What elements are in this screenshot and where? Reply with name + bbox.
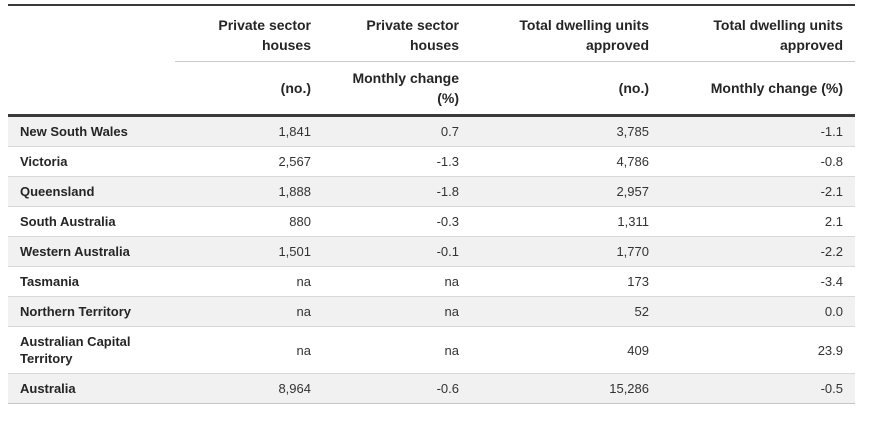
cell-value: -3.4 [820, 274, 843, 289]
table-row: Australia 8,964 -0.6 15,286 -0.5 [8, 373, 855, 404]
cell-value: 1,501 [278, 244, 311, 259]
cell-value: na [444, 304, 459, 319]
cell-value: -0.1 [436, 244, 459, 259]
row-label: South Australia [20, 214, 116, 229]
cell-value: 2.1 [824, 214, 843, 229]
table-row: Australian Capital Territory na na 409 23.9 [8, 327, 855, 374]
cell-value: 880 [289, 214, 311, 229]
cell-value: 8,964 [278, 381, 311, 396]
table-row: New South Wales 1,841 0.7 3,785 -1.1 [8, 115, 855, 147]
cell-value: 4,786 [616, 154, 649, 169]
cell-value: 23.9 [817, 342, 843, 358]
cell-value: na [296, 274, 311, 289]
subheader-total-dwellings-no: (no.) [471, 61, 661, 117]
cell-value: -0.3 [436, 214, 459, 229]
cell-value: -0.5 [820, 381, 843, 396]
cell-value: 2,957 [616, 184, 649, 199]
row-label: Tasmania [20, 274, 80, 289]
cell-value: 0.7 [440, 124, 459, 139]
row-label: Australian Capital Territory [20, 334, 131, 366]
table-row: Queensland 1,888 -1.8 2,957 -2.1 [8, 176, 855, 207]
column-subheader-row: (no.) Monthly change (%) (no.) Monthly c… [8, 61, 855, 117]
table-row: South Australia 880 -0.3 1,311 2.1 [8, 207, 855, 237]
cell-value: 2,567 [278, 154, 311, 169]
column-group-private-houses-no: Private sector houses [175, 5, 323, 62]
table-row: Western Australia 1,501 -0.1 1,770 -2.2 [8, 236, 855, 267]
table-body: New South Wales 1,841 0.7 3,785 -1.1 Victoria… [8, 115, 855, 404]
cell-value: 173 [627, 274, 649, 289]
column-group-total-dwellings-change: Total dwelling units approved [661, 5, 855, 62]
cell-value: -1.3 [436, 154, 459, 169]
column-group-total-dwellings-no: Total dwelling units approved [471, 5, 661, 62]
subheader-private-houses-change: Monthly change (%) [323, 61, 471, 117]
table-row: Tasmania na na 173 -3.4 [8, 267, 855, 297]
row-label: Western Australia [20, 244, 130, 259]
cell-value: na [444, 342, 459, 358]
subheader-private-houses-no: (no.) [175, 61, 323, 117]
cell-value: -0.8 [820, 154, 843, 169]
row-label: Australia [20, 381, 76, 396]
cell-value: -1.1 [820, 124, 843, 139]
column-group-private-houses-change: Private sector houses [323, 5, 471, 62]
corner-cell [8, 5, 175, 62]
table-row: Victoria 2,567 -1.3 4,786 -0.8 [8, 147, 855, 177]
cell-value: 15,286 [609, 381, 649, 396]
cell-value: -2.1 [820, 184, 843, 199]
column-group-header-row: Private sector houses Private sector hou… [8, 5, 855, 62]
cell-value: -1.8 [436, 184, 459, 199]
dwelling-approvals-table: Private sector houses Private sector hou… [8, 4, 855, 404]
row-label: Northern Territory [20, 304, 131, 319]
corner-cell [8, 61, 175, 117]
cell-value: na [296, 304, 311, 319]
cell-value: 1,841 [278, 124, 311, 139]
cell-value: 52 [634, 304, 649, 319]
cell-value: na [444, 274, 459, 289]
cell-value: na [296, 342, 311, 358]
table-header: Private sector houses Private sector hou… [8, 5, 855, 117]
cell-value: -2.2 [820, 244, 843, 259]
cell-value: 0.0 [824, 304, 843, 319]
row-label: New South Wales [20, 124, 128, 139]
cell-value: 409 [627, 342, 649, 358]
row-label: Queensland [20, 184, 95, 199]
cell-value: -0.6 [436, 381, 459, 396]
cell-value: 1,770 [616, 244, 649, 259]
row-label: Victoria [20, 154, 68, 169]
cell-value: 3,785 [616, 124, 649, 139]
table-row: Northern Territory na na 52 0.0 [8, 296, 855, 327]
cell-value: 1,311 [617, 214, 649, 229]
subheader-total-dwellings-change: Monthly change (%) [661, 61, 855, 117]
cell-value: 1,888 [278, 184, 311, 199]
